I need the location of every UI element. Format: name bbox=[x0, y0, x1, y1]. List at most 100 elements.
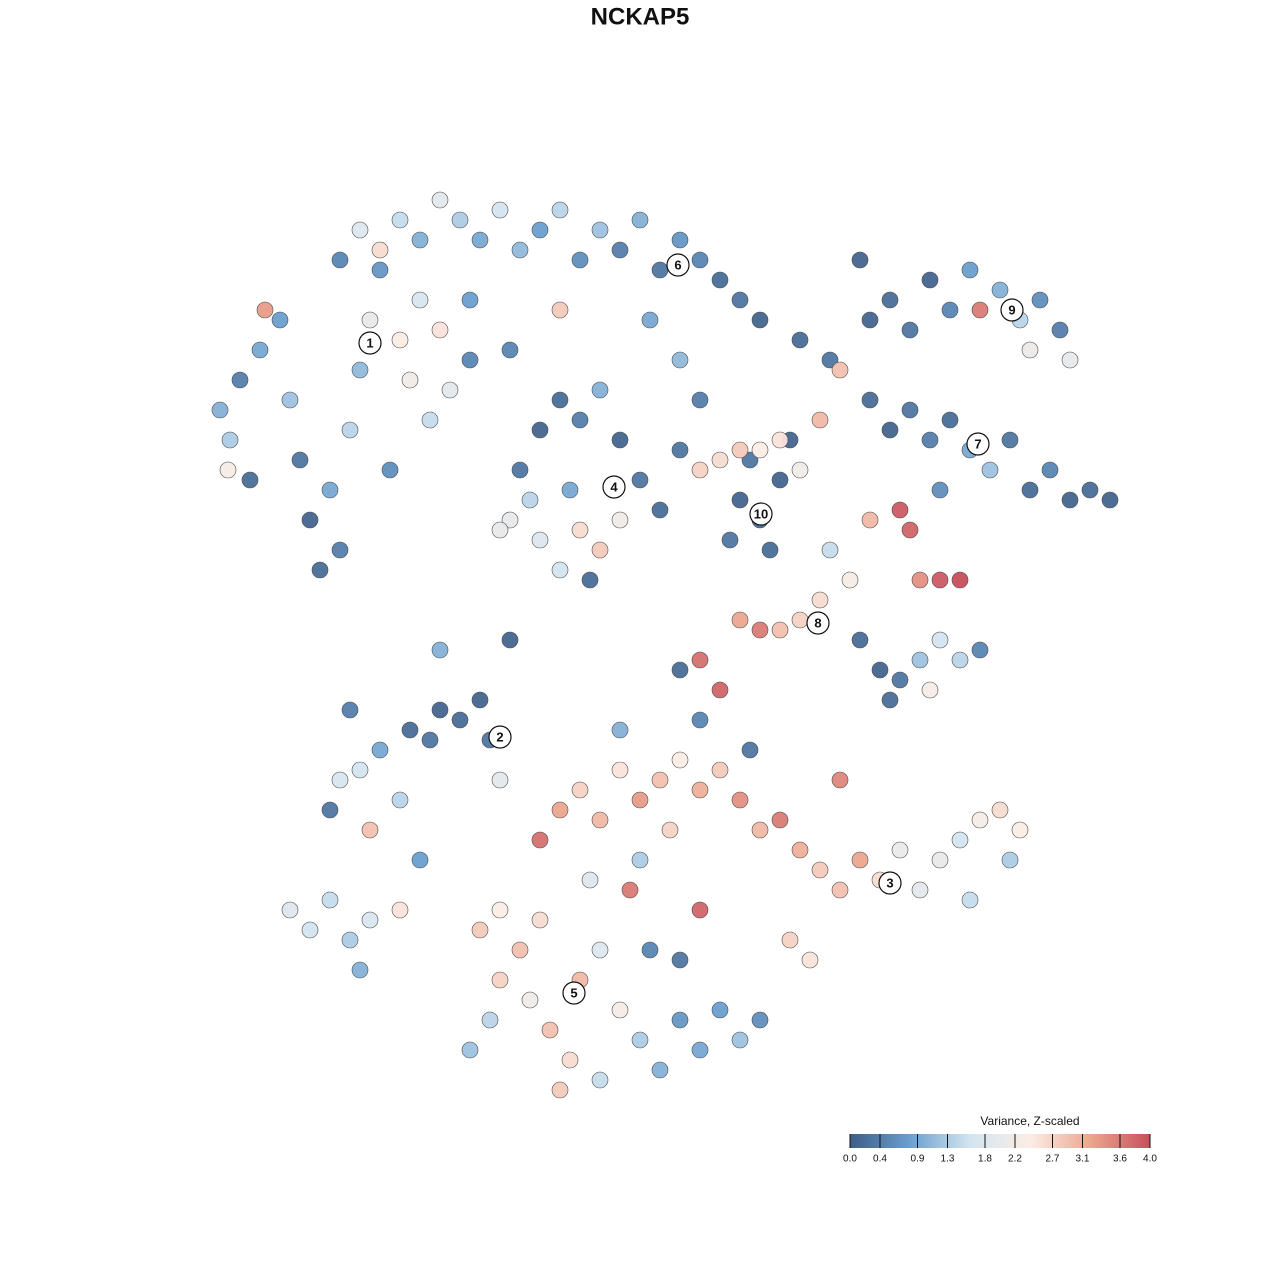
point bbox=[691, 1041, 709, 1059]
point bbox=[731, 1031, 749, 1049]
point bbox=[1051, 321, 1069, 339]
point bbox=[221, 431, 239, 449]
point bbox=[521, 991, 539, 1009]
point bbox=[591, 541, 609, 559]
cluster-label: 10 bbox=[754, 506, 768, 521]
colorbar-tick-label: 3.1 bbox=[1076, 1154, 1090, 1165]
point bbox=[711, 1001, 729, 1019]
point bbox=[861, 511, 879, 529]
point bbox=[631, 791, 649, 809]
point bbox=[1101, 491, 1119, 509]
point bbox=[711, 681, 729, 699]
point bbox=[1031, 291, 1049, 309]
point bbox=[711, 761, 729, 779]
point bbox=[1021, 481, 1039, 499]
point bbox=[751, 821, 769, 839]
point bbox=[271, 311, 289, 329]
point bbox=[861, 391, 879, 409]
point bbox=[421, 731, 439, 749]
point bbox=[931, 631, 949, 649]
colorbar-tick-label: 0.4 bbox=[873, 1154, 887, 1165]
point bbox=[331, 541, 349, 559]
point bbox=[691, 651, 709, 669]
point bbox=[511, 461, 529, 479]
point bbox=[791, 461, 809, 479]
point bbox=[491, 521, 509, 539]
point bbox=[391, 211, 409, 229]
point bbox=[381, 461, 399, 479]
point bbox=[281, 391, 299, 409]
point bbox=[491, 971, 509, 989]
point bbox=[461, 291, 479, 309]
point bbox=[911, 651, 929, 669]
point bbox=[811, 861, 829, 879]
point bbox=[1021, 341, 1039, 359]
point bbox=[951, 831, 969, 849]
point bbox=[411, 291, 429, 309]
point bbox=[561, 1051, 579, 1069]
point bbox=[591, 941, 609, 959]
point bbox=[531, 221, 549, 239]
point bbox=[481, 1011, 499, 1029]
point bbox=[641, 941, 659, 959]
point bbox=[851, 251, 869, 269]
point bbox=[961, 891, 979, 909]
point bbox=[231, 371, 249, 389]
point bbox=[291, 451, 309, 469]
point bbox=[391, 791, 409, 809]
point bbox=[771, 811, 789, 829]
point bbox=[871, 661, 889, 679]
point bbox=[731, 441, 749, 459]
cluster-label: 2 bbox=[496, 729, 503, 744]
point bbox=[531, 831, 549, 849]
point bbox=[951, 571, 969, 589]
point bbox=[411, 231, 429, 249]
point bbox=[811, 591, 829, 609]
point bbox=[491, 901, 509, 919]
point bbox=[471, 921, 489, 939]
point bbox=[561, 481, 579, 499]
point bbox=[256, 301, 274, 319]
colorbar-tick-label: 2.7 bbox=[1046, 1154, 1060, 1165]
point bbox=[1001, 431, 1019, 449]
point bbox=[611, 241, 629, 259]
cluster-label: 9 bbox=[1008, 302, 1015, 317]
point bbox=[641, 311, 659, 329]
point bbox=[731, 291, 749, 309]
point bbox=[941, 301, 959, 319]
cluster-marker bbox=[358, 331, 382, 355]
point bbox=[651, 771, 669, 789]
point bbox=[321, 891, 339, 909]
point bbox=[351, 361, 369, 379]
point bbox=[581, 871, 599, 889]
point bbox=[241, 471, 259, 489]
colorbar-tick-label: 0.0 bbox=[843, 1154, 857, 1165]
point bbox=[721, 531, 739, 549]
point bbox=[981, 461, 999, 479]
point bbox=[691, 391, 709, 409]
point bbox=[211, 401, 229, 419]
point bbox=[651, 501, 669, 519]
point bbox=[671, 951, 689, 969]
point bbox=[531, 421, 549, 439]
point bbox=[491, 201, 509, 219]
cluster-marker bbox=[878, 871, 902, 895]
point bbox=[671, 1011, 689, 1029]
point bbox=[691, 711, 709, 729]
point bbox=[631, 1031, 649, 1049]
point bbox=[391, 331, 409, 349]
colorbar bbox=[850, 1134, 1150, 1148]
points bbox=[211, 191, 1119, 1099]
point bbox=[621, 881, 639, 899]
point bbox=[571, 781, 589, 799]
colorbar-tick-label: 2.2 bbox=[1008, 1154, 1022, 1165]
point bbox=[401, 721, 419, 739]
point bbox=[421, 411, 439, 429]
point bbox=[491, 771, 509, 789]
point bbox=[1061, 491, 1079, 509]
point bbox=[331, 251, 349, 269]
cluster-marker bbox=[562, 981, 586, 1005]
point bbox=[671, 351, 689, 369]
cluster-marker bbox=[488, 725, 512, 749]
